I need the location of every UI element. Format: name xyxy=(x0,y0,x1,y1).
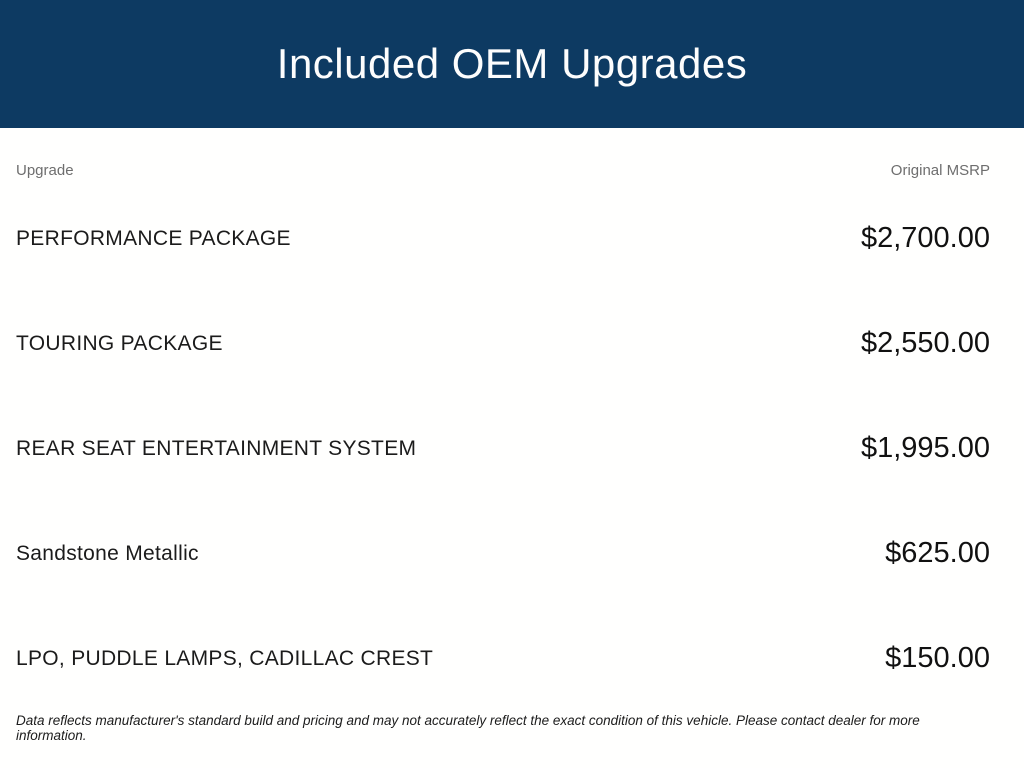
table-row: LPO, PUDDLE LAMPS, CADILLAC CREST $150.0… xyxy=(16,606,990,711)
upgrades-table: Upgrade Original MSRP PERFORMANCE PACKAG… xyxy=(0,128,1024,768)
upgrade-msrp: $1,995.00 xyxy=(860,432,990,464)
table-row: REAR SEAT ENTERTAINMENT SYSTEM $1,995.00 xyxy=(16,396,990,501)
table-row: TOURING PACKAGE $2,550.00 xyxy=(16,291,990,396)
upgrade-name: TOURING PACKAGE xyxy=(16,331,223,355)
table-row: Sandstone Metallic $625.00 xyxy=(16,501,990,606)
column-header-original-msrp: Original MSRP xyxy=(890,161,990,179)
page-title: Included OEM Upgrades xyxy=(276,40,748,87)
upgrade-name: REAR SEAT ENTERTAINMENT SYSTEM xyxy=(16,436,417,460)
table-header-row: Upgrade Original MSRP xyxy=(16,154,990,186)
upgrade-name: PERFORMANCE PACKAGE xyxy=(16,226,291,250)
upgrade-name: LPO, PUDDLE LAMPS, CADILLAC CREST xyxy=(16,646,434,670)
upgrade-msrp: $150.00 xyxy=(885,642,990,674)
column-header-upgrade: Upgrade xyxy=(16,161,74,179)
upgrade-msrp: $2,550.00 xyxy=(860,327,990,359)
upgrade-msrp: $2,700.00 xyxy=(860,222,990,254)
upgrade-msrp: $625.00 xyxy=(885,537,990,569)
disclaimer-text: Data reflects manufacturer's standard bu… xyxy=(16,713,920,743)
upgrade-name: Sandstone Metallic xyxy=(16,541,199,565)
table-row: PERFORMANCE PACKAGE $2,700.00 xyxy=(16,186,990,291)
panel-header: Included OEM Upgrades xyxy=(0,0,1024,128)
